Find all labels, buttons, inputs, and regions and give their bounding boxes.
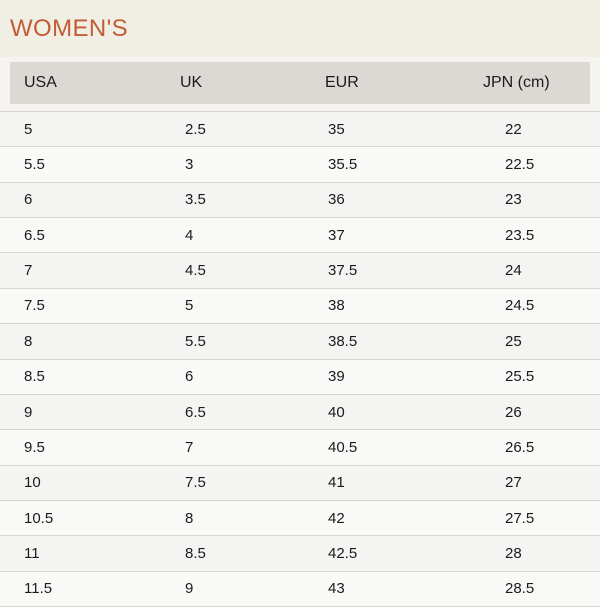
table-row: 9 6.5 40 26 bbox=[0, 394, 600, 431]
cell-eur: 37 bbox=[328, 226, 345, 244]
cell-jpn-cm: 25.5 bbox=[505, 368, 535, 386]
cell-eur: 35.5 bbox=[328, 156, 358, 174]
cell-usa: 5 bbox=[24, 120, 33, 138]
cell-eur: 36 bbox=[328, 191, 345, 209]
cell-uk: 8.5 bbox=[185, 544, 206, 562]
table-header-row: USA UK EUR JPN (cm) bbox=[10, 62, 590, 104]
cell-uk: 6.5 bbox=[185, 403, 206, 421]
column-header-uk: UK bbox=[180, 74, 203, 91]
cell-usa: 8 bbox=[24, 332, 33, 350]
cell-usa: 10.5 bbox=[24, 509, 54, 527]
cell-eur: 39 bbox=[328, 368, 345, 386]
column-header-usa: USA bbox=[24, 74, 57, 91]
table-row: 6.5 4 37 23.5 bbox=[0, 218, 600, 254]
table-row: 5.5 3 35.5 22.5 bbox=[0, 147, 600, 183]
cell-uk: 5 bbox=[185, 297, 194, 315]
cell-usa: 11 bbox=[24, 544, 40, 562]
cell-eur: 37.5 bbox=[328, 262, 358, 280]
cell-jpn-cm: 23 bbox=[505, 191, 522, 209]
table-row: 10 7.5 41 27 bbox=[0, 465, 600, 501]
size-conversion-table: USA UK EUR JPN (cm) 5 2.5 35 22 5.5 3 35.5 22.5 6 3.… bbox=[0, 62, 600, 607]
cell-eur: 35 bbox=[328, 120, 345, 138]
column-header-jpn-cm: JPN (cm) bbox=[483, 74, 550, 91]
cell-eur: 38 bbox=[328, 297, 345, 315]
cell-usa: 8.5 bbox=[24, 368, 45, 386]
cell-jpn-cm: 27.5 bbox=[505, 509, 535, 527]
cell-usa: 6 bbox=[24, 191, 33, 209]
cell-jpn-cm: 27 bbox=[505, 474, 522, 492]
cell-uk: 7.5 bbox=[185, 474, 206, 492]
cell-uk: 6 bbox=[185, 368, 194, 386]
table-body: 5 2.5 35 22 5.5 3 35.5 22.5 6 3.5 36 23 6.5 4 37 23.5 7 4… bbox=[0, 111, 600, 607]
column-header-eur: EUR bbox=[325, 74, 359, 91]
cell-usa: 11.5 bbox=[24, 580, 53, 598]
cell-jpn-cm: 22.5 bbox=[505, 156, 535, 174]
cell-jpn-cm: 28 bbox=[505, 544, 522, 562]
cell-eur: 40.5 bbox=[328, 438, 358, 456]
table-row: 11 8.5 42.5 28 bbox=[0, 536, 600, 572]
cell-uk: 3.5 bbox=[185, 191, 206, 209]
cell-uk: 7 bbox=[185, 438, 194, 456]
cell-jpn-cm: 28.5 bbox=[505, 580, 535, 598]
cell-uk: 4 bbox=[185, 226, 194, 244]
table-row: 8.5 6 39 25.5 bbox=[0, 359, 600, 395]
cell-eur: 42 bbox=[328, 509, 345, 527]
cell-uk: 4.5 bbox=[185, 262, 206, 280]
cell-uk: 9 bbox=[185, 580, 194, 598]
cell-jpn-cm: 26 bbox=[505, 403, 522, 421]
table-row: 10.5 8 42 27.5 bbox=[0, 500, 600, 537]
cell-usa: 7 bbox=[24, 262, 33, 280]
cell-uk: 3 bbox=[185, 156, 194, 174]
cell-usa: 10 bbox=[24, 474, 41, 492]
cell-jpn-cm: 24 bbox=[505, 262, 522, 280]
cell-jpn-cm: 24.5 bbox=[505, 297, 535, 315]
cell-uk: 8 bbox=[185, 509, 194, 527]
cell-usa: 9.5 bbox=[24, 438, 45, 456]
cell-usa: 7.5 bbox=[24, 297, 45, 315]
cell-jpn-cm: 22 bbox=[505, 120, 522, 138]
table-row: 8 5.5 38.5 25 bbox=[0, 324, 600, 360]
table-row: 9.5 7 40.5 26.5 bbox=[0, 430, 600, 466]
cell-uk: 5.5 bbox=[185, 332, 206, 350]
table-row: 11.5 9 43 28.5 bbox=[0, 571, 600, 607]
cell-eur: 41 bbox=[328, 474, 345, 492]
hero-band: WOMEN'S bbox=[0, 0, 600, 57]
cell-usa: 5.5 bbox=[24, 156, 45, 174]
table-row: 6 3.5 36 23 bbox=[0, 182, 600, 219]
cell-eur: 38.5 bbox=[328, 332, 358, 350]
cell-usa: 6.5 bbox=[24, 226, 45, 244]
table-row: 5 2.5 35 22 bbox=[0, 112, 600, 148]
cell-eur: 40 bbox=[328, 403, 345, 421]
cell-usa: 9 bbox=[24, 403, 33, 421]
cell-eur: 43 bbox=[328, 580, 345, 598]
cell-jpn-cm: 26.5 bbox=[505, 438, 535, 456]
table-row: 7.5 5 38 24.5 bbox=[0, 288, 600, 325]
table-row: 7 4.5 37.5 24 bbox=[0, 253, 600, 289]
cell-uk: 2.5 bbox=[185, 120, 206, 138]
cell-jpn-cm: 23.5 bbox=[505, 226, 535, 244]
page-title: WOMEN'S bbox=[10, 14, 129, 42]
cell-jpn-cm: 25 bbox=[505, 332, 522, 350]
cell-eur: 42.5 bbox=[328, 544, 358, 562]
